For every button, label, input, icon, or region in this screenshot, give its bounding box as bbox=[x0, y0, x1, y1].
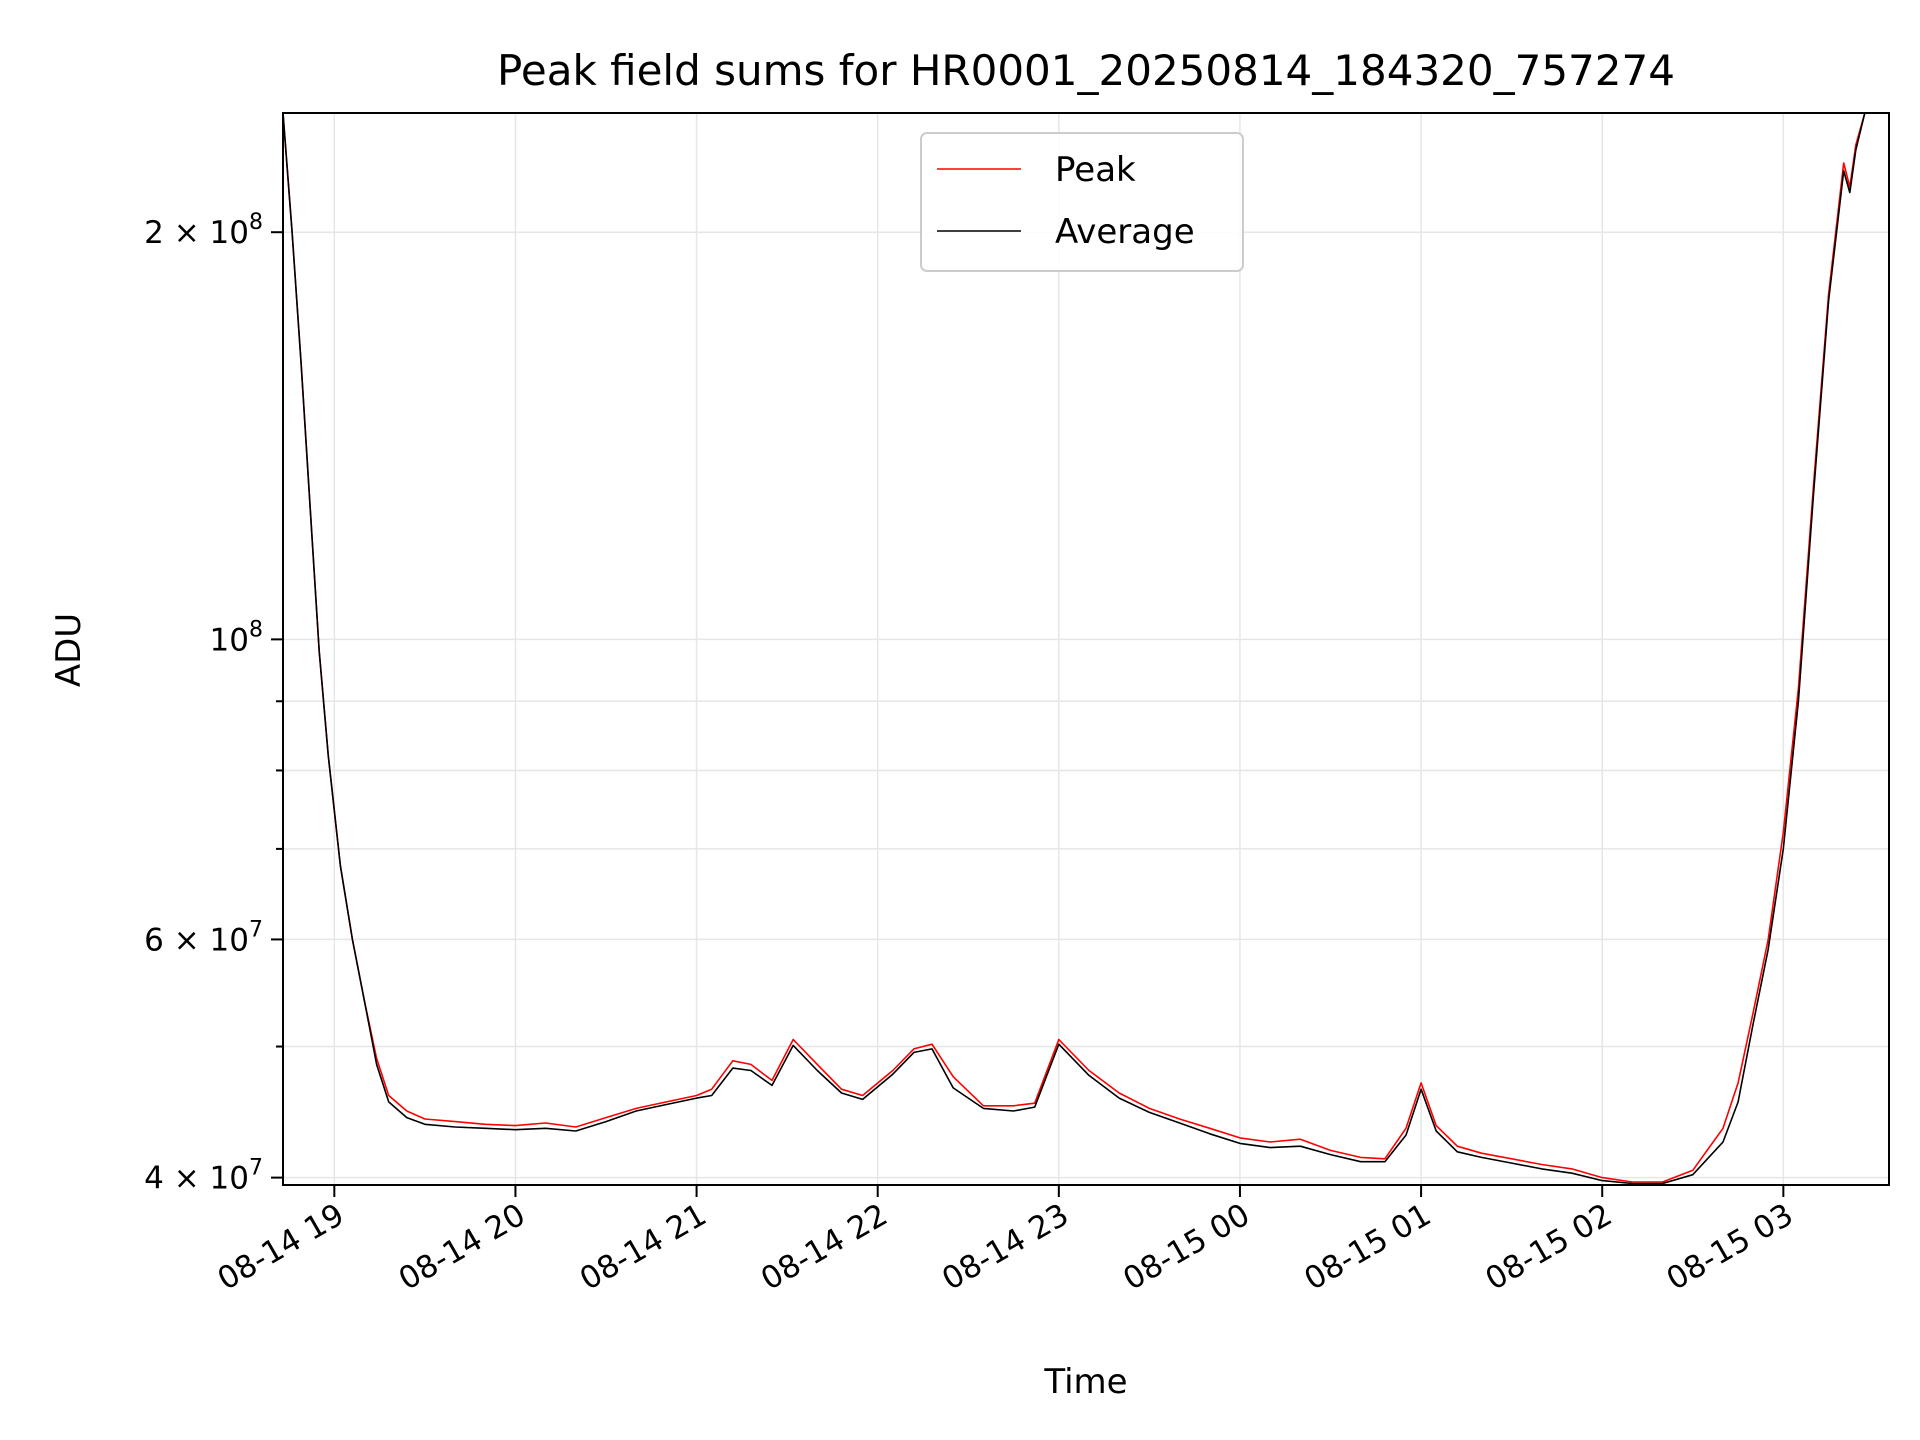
y-tick-mantissa: 6 bbox=[144, 922, 164, 958]
y-tick-base: 10 bbox=[210, 1161, 249, 1197]
series-layer bbox=[283, 113, 1866, 1185]
x-axis-label: Time bbox=[1043, 1362, 1127, 1402]
series-line-average bbox=[283, 113, 1866, 1185]
legend-label: Peak bbox=[1055, 150, 1136, 190]
y-tick-exponent: 7 bbox=[249, 917, 263, 942]
legend-label: Average bbox=[1055, 212, 1195, 252]
y-tick-label: 108 bbox=[210, 617, 263, 658]
y-tick-exponent: 7 bbox=[249, 1156, 263, 1181]
chart-title: Peak field sums for HR0001_20250814_1843… bbox=[497, 46, 1675, 95]
y-tick-mantissa: 4 bbox=[144, 1161, 164, 1197]
y-tick-base: 10 bbox=[210, 622, 249, 658]
y-tick-label: 2 × 108 bbox=[144, 210, 263, 251]
grid bbox=[283, 113, 1889, 1185]
times-sign: × bbox=[164, 215, 210, 251]
times-sign: × bbox=[164, 1161, 210, 1197]
times-sign: × bbox=[164, 922, 210, 958]
y-tick-label: 6 × 107 bbox=[144, 917, 263, 958]
y-tick-exponent: 8 bbox=[249, 617, 263, 642]
y-tick-label: 4 × 107 bbox=[144, 1156, 263, 1197]
y-tick-exponent: 8 bbox=[249, 210, 263, 235]
legend-box bbox=[920, 132, 1244, 272]
y-axis-label: ADU bbox=[49, 613, 89, 687]
y-tick-base: 10 bbox=[210, 922, 249, 958]
plot-frame bbox=[282, 112, 1890, 1186]
y-tick-mantissa: 2 bbox=[144, 215, 164, 251]
series-line-peak bbox=[283, 113, 1866, 1183]
legend: Peak Average bbox=[920, 132, 1244, 272]
y-tick-base: 10 bbox=[210, 215, 249, 251]
